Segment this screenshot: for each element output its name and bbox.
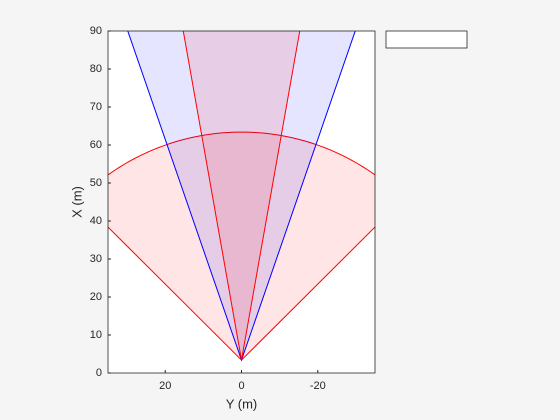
y-tick-label: 60 [90, 139, 102, 151]
coverage-area [127, 31, 356, 362]
coverage-area [182, 31, 301, 361]
x-axis-label: Y (m) [226, 396, 258, 411]
y-tick-label: 30 [90, 253, 102, 265]
x-tick-label: 0 [238, 380, 244, 392]
y-axis-label: X (m) [69, 186, 84, 218]
y-tick-label: 80 [90, 63, 102, 75]
legend [385, 30, 468, 49]
x-tick-label: 20 [159, 380, 171, 392]
coverage-layer [108, 31, 375, 362]
y-tick-label: 0 [96, 367, 102, 379]
y-tick-label: 90 [90, 25, 102, 37]
plot-area [108, 31, 375, 373]
y-tick-label: 40 [90, 215, 102, 227]
y-tick-label: 70 [90, 101, 102, 113]
x-tick-label: -20 [310, 380, 326, 392]
y-tick-label: 10 [90, 329, 102, 341]
y-tick-label: 50 [90, 177, 102, 189]
coverage-area [108, 131, 375, 361]
y-tick-label: 20 [90, 291, 102, 303]
